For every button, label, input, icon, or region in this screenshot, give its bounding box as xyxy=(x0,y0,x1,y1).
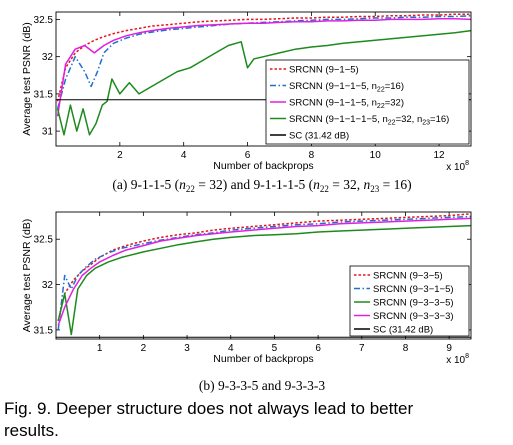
panel-b-series-line-3 xyxy=(57,217,472,326)
panel-b-legend: SRCNN (9−3−5) SRCNN (9−3−1−5) SRCNN (9−3−3… xyxy=(349,265,470,337)
chart-panel-a: 2 4 6 8 10 12 31 31.5 32 32.5 Number of backprops A… xyxy=(21,11,472,173)
panel-a-ytick-label: 32 xyxy=(42,52,54,63)
panel-a-ytick-label: 32.5 xyxy=(34,15,54,26)
panel-b-ytick-label: 32 xyxy=(42,280,54,291)
panel-b-xtick-label: 6 xyxy=(315,343,321,354)
panel-b-frame xyxy=(55,211,472,340)
panel-b-xtick-label: 2 xyxy=(141,343,147,354)
panel-b-x-multiplier: x 108 xyxy=(446,353,469,366)
panel-b-xtick-label: 9 xyxy=(446,343,452,354)
panel-b-legend-label: SRCNN (9−3−5) xyxy=(373,271,443,282)
panel-b-xtick-label: 3 xyxy=(184,343,190,354)
panel-a-xtick-label: 2 xyxy=(117,150,123,161)
panel-b-xtick-label: 7 xyxy=(359,343,365,354)
panel-a-legend: SRCNN (9−1−5) SRCNN (9−1−1−5, n22=16) SRCN… xyxy=(265,59,470,145)
panel-a-x-multiplier: x 108 xyxy=(446,160,469,173)
panel-a-xtick-label: 6 xyxy=(245,150,251,161)
panel-a-xtick-label: 4 xyxy=(181,150,187,161)
panel-a-series-line-0 xyxy=(56,13,471,102)
panel-a-xlabel: Number of backprops xyxy=(213,160,313,172)
panel-b-ylabel: Average test PSNR (dB) xyxy=(21,219,33,333)
panel-b-legend-label: SC (31.42 dB) xyxy=(373,325,433,336)
panel-a-legend-box xyxy=(265,59,470,145)
caption-a: (a) 9-1-1-5 (n22 = 32) and 9-1-1-1-5 (n2… xyxy=(112,177,411,194)
panel-b-xtick-label: 4 xyxy=(228,343,234,354)
panel-b-legend-label: SRCNN (9−3−3−5) xyxy=(373,298,454,309)
panel-a-ylabel: Average test PSNR (dB) xyxy=(21,22,33,136)
panel-a-series-line-3 xyxy=(56,29,472,136)
panel-b-series-line-2 xyxy=(57,224,472,336)
panel-b-ytick-label: 31.5 xyxy=(34,325,54,336)
chart-panel-b: 1 2 3 4 5 6 7 8 9 31.5 32 32.5 Number of backprops Av… xyxy=(21,211,472,366)
panel-b-legend-label: SRCNN (9−3−1−5) xyxy=(373,284,454,295)
panel-a-xtick-label: 8 xyxy=(309,150,315,161)
panel-a-xtick-label: 10 xyxy=(370,150,382,161)
panel-b-xtick-label: 1 xyxy=(97,343,103,354)
panel-b-xtick-label: 5 xyxy=(272,343,278,354)
panel-a-legend-label: SRCNN (9−1−1−5, n22=16) xyxy=(289,81,404,94)
panel-b-legend-label: SRCNN (9−3−3−3) xyxy=(373,311,454,322)
panel-a-ytick-label: 31 xyxy=(42,127,54,138)
panel-a-xtick-label: 12 xyxy=(434,150,446,161)
panel-b-xtick-label: 8 xyxy=(403,343,409,354)
panel-b-ytick-label: 32.5 xyxy=(34,235,54,246)
figure-caption-line2: results. xyxy=(4,421,59,440)
panel-a-legend-label: SRCNN (9−1−1−1−5, n22=32, n23=16) xyxy=(289,114,449,127)
panel-a-frame xyxy=(55,11,472,147)
panel-b-series-line-1 xyxy=(57,215,472,330)
panel-a-legend-label: SC (31.42 dB) xyxy=(289,131,349,142)
caption-b: (b) 9-3-3-5 and 9-3-3-3 xyxy=(199,378,326,393)
figure-caption-line1: Fig. 9. Deeper structure does not always… xyxy=(4,399,414,418)
panel-a-legend-label: SRCNN (9−1−1−5, n22=32) xyxy=(289,98,404,111)
panel-a-series-line-2 xyxy=(56,17,472,117)
panel-b-xlabel: Number of backprops xyxy=(213,353,313,365)
panel-b-legend-box xyxy=(349,265,470,337)
panel-a-ytick-label: 31.5 xyxy=(34,89,54,100)
panel-b-series-line-0 xyxy=(57,213,472,322)
panel-a-legend-label: SRCNN (9−1−5) xyxy=(289,65,359,76)
